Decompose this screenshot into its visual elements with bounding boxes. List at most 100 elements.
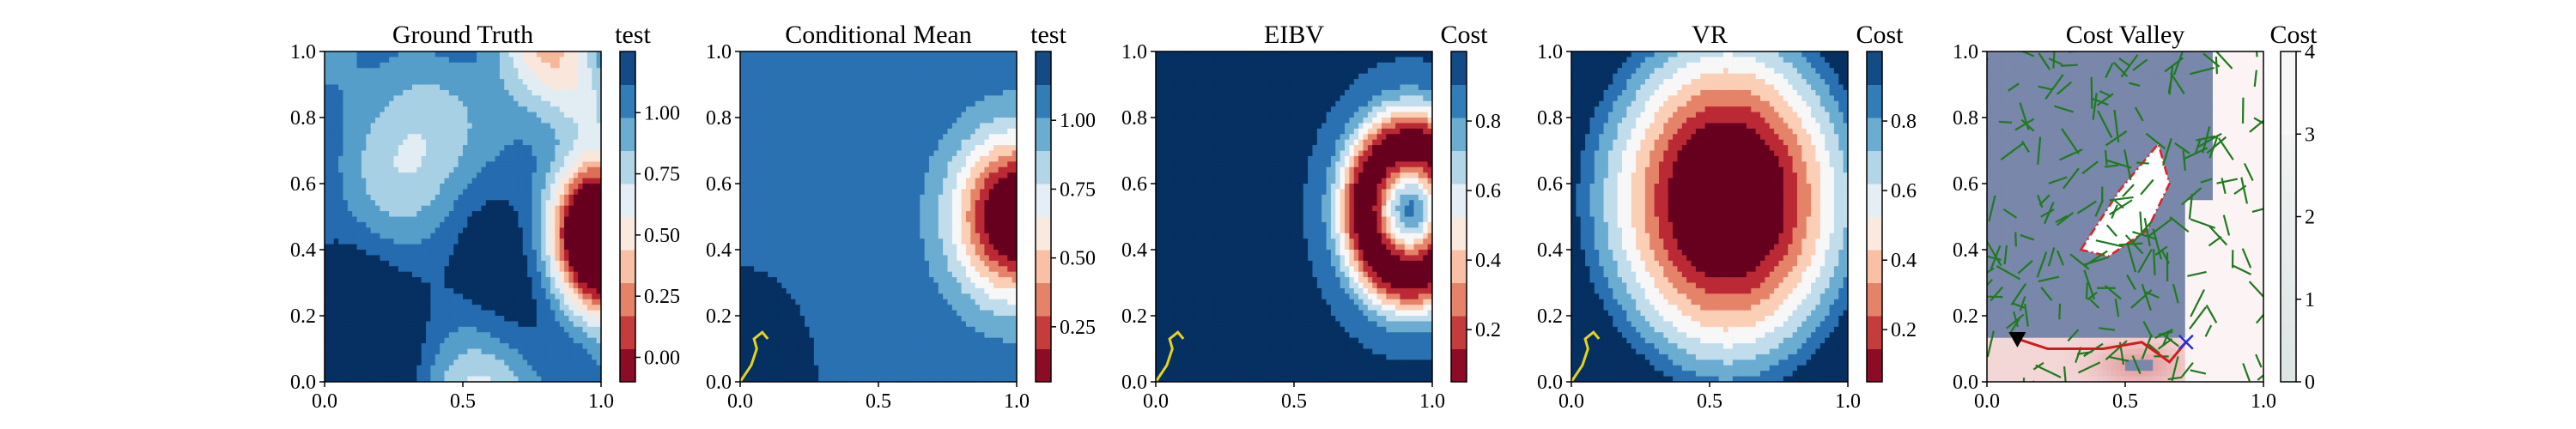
tree-branch xyxy=(2040,208,2055,218)
tree-branch xyxy=(2208,225,2228,246)
tree-branch xyxy=(2127,245,2137,273)
tree-branch xyxy=(2059,148,2083,161)
panel-3: 0.0 0.5 1.0 0.0 0.2 0.4 0.6 0.8 1.0 EIBV 0.2 0.4 0.6… xyxy=(1121,21,1501,413)
tree-branch xyxy=(2181,187,2202,206)
tree-branch xyxy=(2044,74,2064,100)
tree-branch xyxy=(2183,147,2208,160)
tree-branch xyxy=(2063,167,2080,190)
tree-branch xyxy=(2189,66,2215,76)
y-tick-label: 0.8 xyxy=(1537,107,1563,130)
tree-branch xyxy=(1987,295,2003,299)
tree-branch xyxy=(2038,275,2060,283)
tree-branch xyxy=(2118,242,2143,246)
colorbar-label: Cost xyxy=(1440,21,1488,49)
tree-branch xyxy=(2008,317,2020,335)
panel-5: 0.0 0.5 1.0 0.0 0.2 0.4 0.6 0.8 1.0 Cost Valley 0 1… xyxy=(1953,21,2318,413)
panel-title: VR xyxy=(1692,21,1728,49)
tree-branch xyxy=(2047,247,2056,267)
tree-branch xyxy=(2108,355,2129,362)
tree-branch xyxy=(2142,320,2154,338)
y-tick-label: 0.2 xyxy=(290,305,316,328)
y-tick-label: 0.6 xyxy=(1121,173,1147,196)
tree-branch xyxy=(1987,220,1988,221)
y-tick-label: 0.6 xyxy=(706,173,732,196)
colorbar-tick-label: 0.2 xyxy=(1475,319,1501,341)
tree-branch xyxy=(2048,57,2063,66)
tree-branch xyxy=(2017,259,2033,275)
tree-branch xyxy=(2038,85,2054,91)
colorbar-tick-label: 0.8 xyxy=(1891,111,1917,133)
tree-branch xyxy=(2032,380,2035,382)
x-tick-label: 1.0 xyxy=(1835,390,1861,413)
tree-branch xyxy=(2174,142,2190,154)
tree-branch xyxy=(2249,120,2263,133)
x-tick-label: 1.0 xyxy=(588,390,614,413)
tree-branch xyxy=(2161,332,2179,347)
tree-branch xyxy=(2105,159,2132,169)
tree-branch xyxy=(2161,250,2170,264)
colorbar-tick-label: 3 xyxy=(2305,124,2315,146)
tree-branch xyxy=(2003,245,2008,265)
tree-branch xyxy=(2036,251,2048,278)
tree-branch xyxy=(2048,176,2068,184)
y-tick-label: 0.6 xyxy=(1953,173,1978,196)
tree-branch xyxy=(2063,366,2067,382)
trajectory xyxy=(1571,330,1601,382)
y-tick-label: 0.0 xyxy=(706,372,732,394)
y-tick-label: 1.0 xyxy=(1953,41,1978,63)
tree-branch xyxy=(2037,194,2044,208)
tree-branch xyxy=(2200,178,2213,184)
tree-branch xyxy=(2099,90,2112,98)
tree-branch xyxy=(2143,217,2151,247)
tree-branch xyxy=(2136,161,2149,165)
planned-path xyxy=(2016,337,2187,364)
tree-branch xyxy=(2089,298,2100,309)
tree-branch xyxy=(2221,178,2227,194)
tree-branch xyxy=(2253,69,2257,88)
y-tick-label: 0.4 xyxy=(290,239,316,262)
y-tick-label: 0.2 xyxy=(1953,305,1978,328)
tree-branch xyxy=(2206,136,2227,154)
tree-branch xyxy=(2000,142,2025,161)
colorbar-tick-label: 4 xyxy=(2305,41,2315,63)
colorbar: 0.2 0.4 0.6 0.8 Cost xyxy=(1440,21,1501,383)
tree-branch xyxy=(2190,218,2216,229)
tree-branch xyxy=(2092,93,2098,120)
tree-branch xyxy=(2095,239,2123,248)
tree-branch xyxy=(2202,52,2221,68)
panel-4: 0.0 0.5 1.00.00.20.40.60.81.0VR0.20.40.60.… xyxy=(1537,21,1917,413)
colorbar-tick-label: 0.4 xyxy=(1475,250,1501,272)
colorbar-tick-label: 0.6 xyxy=(1475,180,1501,202)
y-tick-label: 1.0 xyxy=(290,41,316,63)
tree-branch xyxy=(2013,311,2019,328)
colorbar-tick-label: 0.25 xyxy=(644,286,680,308)
tree-branch xyxy=(2090,76,2093,109)
tree-branch xyxy=(2019,296,2026,311)
colorbar-tick-label: 0.25 xyxy=(1060,317,1096,339)
tree-branch xyxy=(2131,355,2142,375)
panel-1: 0.0 0.5 1.0 0.0 0.2 0.4 0.6 0.8 1.0 Ground Truth 0… xyxy=(290,21,680,413)
tree-branch xyxy=(2114,299,2120,317)
tree-branch xyxy=(2132,221,2153,244)
tree-branch xyxy=(1990,286,2003,302)
tree-branch xyxy=(2154,245,2168,256)
colorbar-tick-label: 0.2 xyxy=(1891,319,1917,341)
tree-branch xyxy=(2148,343,2160,354)
colorbar-tick-label: 1 xyxy=(2305,289,2315,311)
tree-branch xyxy=(2035,364,2062,378)
tree-branch xyxy=(2006,313,2025,329)
panel-title: EIBV xyxy=(1264,21,1324,49)
tree-branch xyxy=(2020,51,2035,57)
tree-branch xyxy=(2105,224,2117,238)
x-tick-label: 1.0 xyxy=(1419,390,1445,413)
tree-branch xyxy=(2056,211,2075,227)
colorbar: 0.2 0.4 0.6 0.8 Cost xyxy=(1856,21,1917,383)
tree-branch xyxy=(2105,130,2128,147)
tree-branch xyxy=(2188,193,2194,220)
tree-branch xyxy=(2032,361,2044,371)
tree-branch xyxy=(1987,330,1995,358)
tree-branch xyxy=(2008,82,2020,92)
y-tick-label: 0.8 xyxy=(1953,107,1978,130)
tree-branch xyxy=(2141,283,2152,311)
